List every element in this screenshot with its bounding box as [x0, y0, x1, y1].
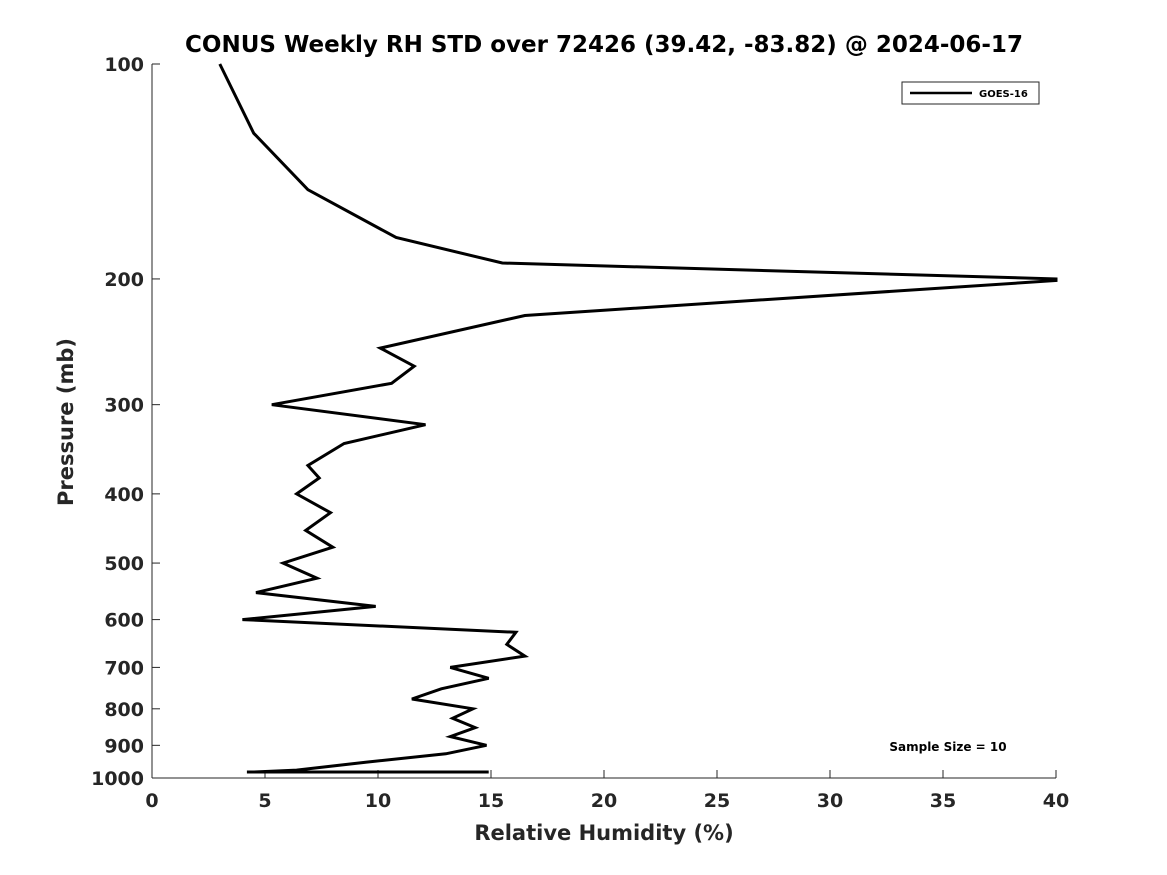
x-axis-label: Relative Humidity (%) [474, 821, 733, 845]
x-tick-label: 0 [145, 790, 158, 812]
y-tick-label: 900 [104, 735, 144, 757]
y-tick-label: 500 [104, 553, 144, 575]
y-tick-label: 400 [104, 484, 144, 506]
y-tick-label: 1000 [91, 768, 144, 790]
chart-title: CONUS Weekly RH STD over 72426 (39.42, -… [185, 32, 1023, 58]
legend-label-goes16: GOES-16 [979, 89, 1028, 100]
x-tick-label: 35 [930, 790, 956, 812]
sample-size-annotation: Sample Size = 10 [889, 740, 1006, 754]
y-axis-label: Pressure (mb) [54, 338, 78, 506]
y-ticks: 100 200 300 400 500 600 700 800 900 1000 [91, 54, 160, 790]
y-tick-label: 300 [104, 395, 144, 417]
x-tick-label: 25 [704, 790, 730, 812]
y-tick-label: 200 [104, 269, 144, 291]
y-tick-label: 100 [104, 54, 144, 76]
plot-area: 0 5 10 15 20 25 30 35 40 100 200 300 400 500 600 700 80… [91, 54, 1069, 812]
legend: GOES-16 [901, 81, 1040, 105]
x-ticks: 0 5 10 15 20 25 30 35 40 [145, 770, 1069, 812]
series-layer [218, 63, 1058, 774]
x-tick-label: 15 [478, 790, 504, 812]
x-tick-label: 30 [817, 790, 843, 812]
x-tick-label: 5 [258, 790, 271, 812]
y-tick-label: 800 [104, 699, 144, 721]
y-tick-label: 600 [104, 610, 144, 632]
x-tick-label: 10 [365, 790, 391, 812]
x-tick-label: 40 [1043, 790, 1069, 812]
series-line-goes-16 [218, 63, 1058, 774]
y-tick-label: 700 [104, 657, 144, 679]
x-tick-label: 20 [591, 790, 617, 812]
